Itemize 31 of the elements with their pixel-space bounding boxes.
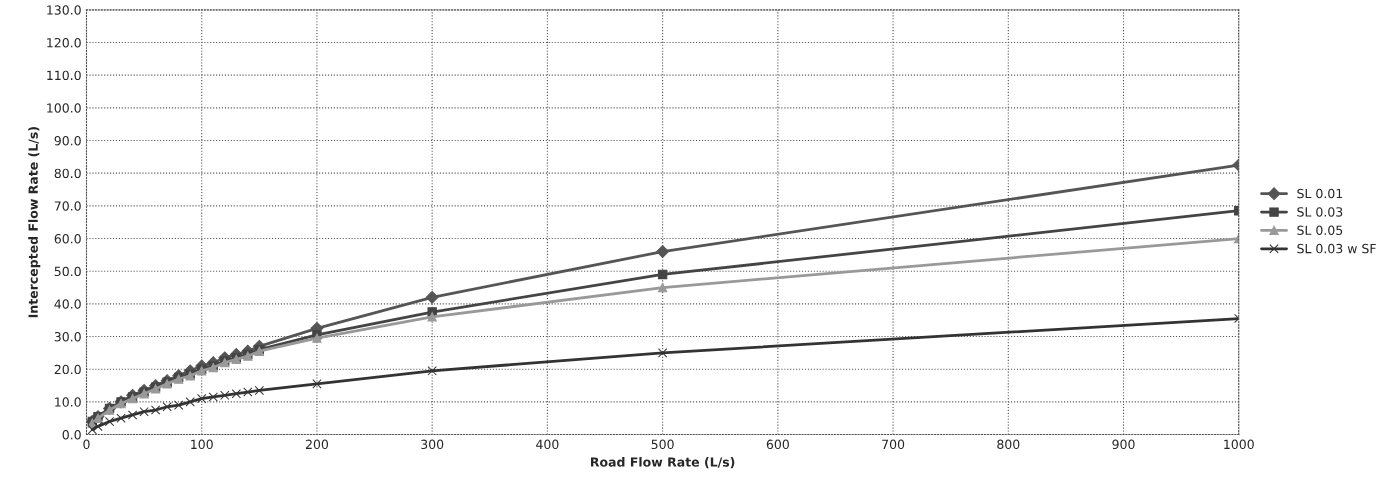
legend-label: SL 0.03 xyxy=(1297,207,1343,217)
x-axis-title: Road Flow Rate (L/s) xyxy=(591,457,735,469)
x-tick-label: 100 xyxy=(191,439,213,450)
x-tick-label: 0 xyxy=(83,439,90,450)
legend-label: SL 0.01 xyxy=(1297,188,1343,199)
x-tick-label: 1000 xyxy=(1224,439,1254,450)
y-tick-label: 10.0 xyxy=(55,397,81,407)
x-tick-label: 800 xyxy=(997,439,1020,450)
x-tick-label: 900 xyxy=(1112,439,1135,450)
y-tick-label: 120.0 xyxy=(47,37,81,48)
y-axis-title: Intercepted Flow Rate (L/s) xyxy=(28,127,41,318)
y-tick-label: 80.0 xyxy=(54,168,81,179)
y-tick-label: 30.0 xyxy=(54,332,81,342)
x-tick-label: 700 xyxy=(882,439,905,450)
legend-label: SL 0.03 w SF xyxy=(1297,243,1376,254)
x-tick-label: 400 xyxy=(536,439,559,450)
y-tick-label: 20.0 xyxy=(54,364,81,375)
x-tick-label: 500 xyxy=(651,439,674,450)
x-tick-label: 200 xyxy=(305,439,329,450)
y-tick-label: 110.0 xyxy=(47,70,81,81)
y-tick-label: 50.0 xyxy=(54,266,81,277)
x-tick-label: 600 xyxy=(766,439,789,450)
y-tick-label: 70.0 xyxy=(54,201,81,211)
y-tick-label: 40.0 xyxy=(54,299,81,309)
x-tick-label: 300 xyxy=(421,439,444,450)
y-tick-label: 0.0 xyxy=(62,430,81,440)
y-tick-label: 90.0 xyxy=(54,135,81,146)
y-tick-label: 130.0 xyxy=(47,5,81,15)
y-tick-label: 100.0 xyxy=(47,103,81,113)
legend-label: SL 0.05 xyxy=(1297,225,1343,235)
y-tick-label: 60.0 xyxy=(54,233,81,244)
